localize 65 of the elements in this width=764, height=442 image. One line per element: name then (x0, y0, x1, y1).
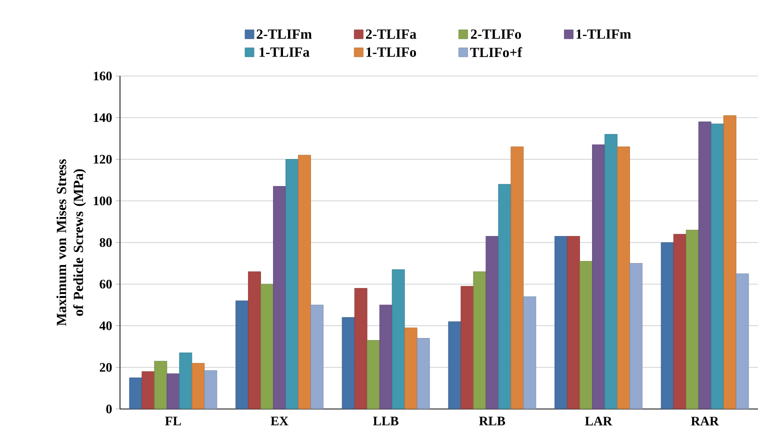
y-tick-label: 140 (94, 113, 112, 122)
bar (166, 373, 180, 409)
bar (723, 115, 736, 409)
y-tick-label: 60 (100, 280, 112, 288)
bar (192, 363, 205, 409)
x-tick-label: LLB (373, 416, 398, 426)
y-tick-label: 120 (94, 154, 112, 164)
bar (298, 154, 311, 409)
bar (204, 370, 218, 409)
legend-label: TLIFo+f (470, 47, 522, 58)
bar (286, 159, 298, 409)
bar (523, 296, 536, 409)
y-tick-label: 80 (100, 238, 112, 247)
bar (310, 304, 324, 409)
bar (630, 263, 642, 409)
bar (392, 269, 405, 409)
legend-label: 1-TLIFm (576, 29, 631, 39)
y-tick-label: 100 (94, 196, 112, 206)
bar (404, 328, 418, 409)
bar (129, 378, 142, 409)
x-tick-label: RAR (691, 416, 719, 426)
bar (379, 304, 392, 409)
bar (592, 144, 605, 409)
x-tick-label: EX (270, 416, 288, 426)
bar (554, 236, 568, 409)
bar (580, 261, 592, 409)
bar (710, 124, 724, 409)
bar (698, 122, 712, 409)
bar (416, 338, 430, 409)
bar (660, 242, 674, 409)
bar (498, 184, 512, 409)
legend-label: 1-TLIFo (366, 47, 416, 57)
bar (154, 360, 168, 409)
bar (142, 371, 155, 409)
y-tick-label: 160 (94, 72, 112, 80)
bar (460, 286, 474, 409)
bar (473, 271, 486, 409)
legend-label: 1-TLIFa (260, 47, 310, 57)
x-tick-label: LAR (585, 416, 612, 426)
bar (510, 146, 524, 409)
bar (604, 134, 618, 409)
bar (673, 234, 686, 409)
x-tick-label: FL (165, 416, 181, 426)
bar (179, 352, 192, 409)
x-tick-label: RLB (479, 416, 506, 426)
bar (366, 340, 380, 409)
bar (354, 288, 368, 409)
bar (236, 300, 248, 409)
bar (486, 236, 499, 409)
bar (617, 146, 630, 409)
y-tick-label: 40 (99, 321, 112, 330)
y-tick-label: 20 (100, 363, 112, 372)
legend-label: 2-TLIFo (470, 29, 521, 39)
bar (567, 236, 580, 409)
bar (736, 274, 749, 409)
bar (248, 271, 261, 409)
legend-label: 2-TLIFm (256, 29, 312, 39)
bar (448, 321, 462, 409)
legend-label: 2-TLIFa (366, 29, 416, 39)
y-tick-label: 0 (106, 404, 112, 414)
y-axis-title: Maximum von Mises Stress of Pedicle Screws (MPa) (56, 159, 86, 326)
bar (260, 284, 274, 409)
bar (342, 317, 355, 409)
bar (686, 230, 699, 409)
bar (273, 186, 286, 409)
